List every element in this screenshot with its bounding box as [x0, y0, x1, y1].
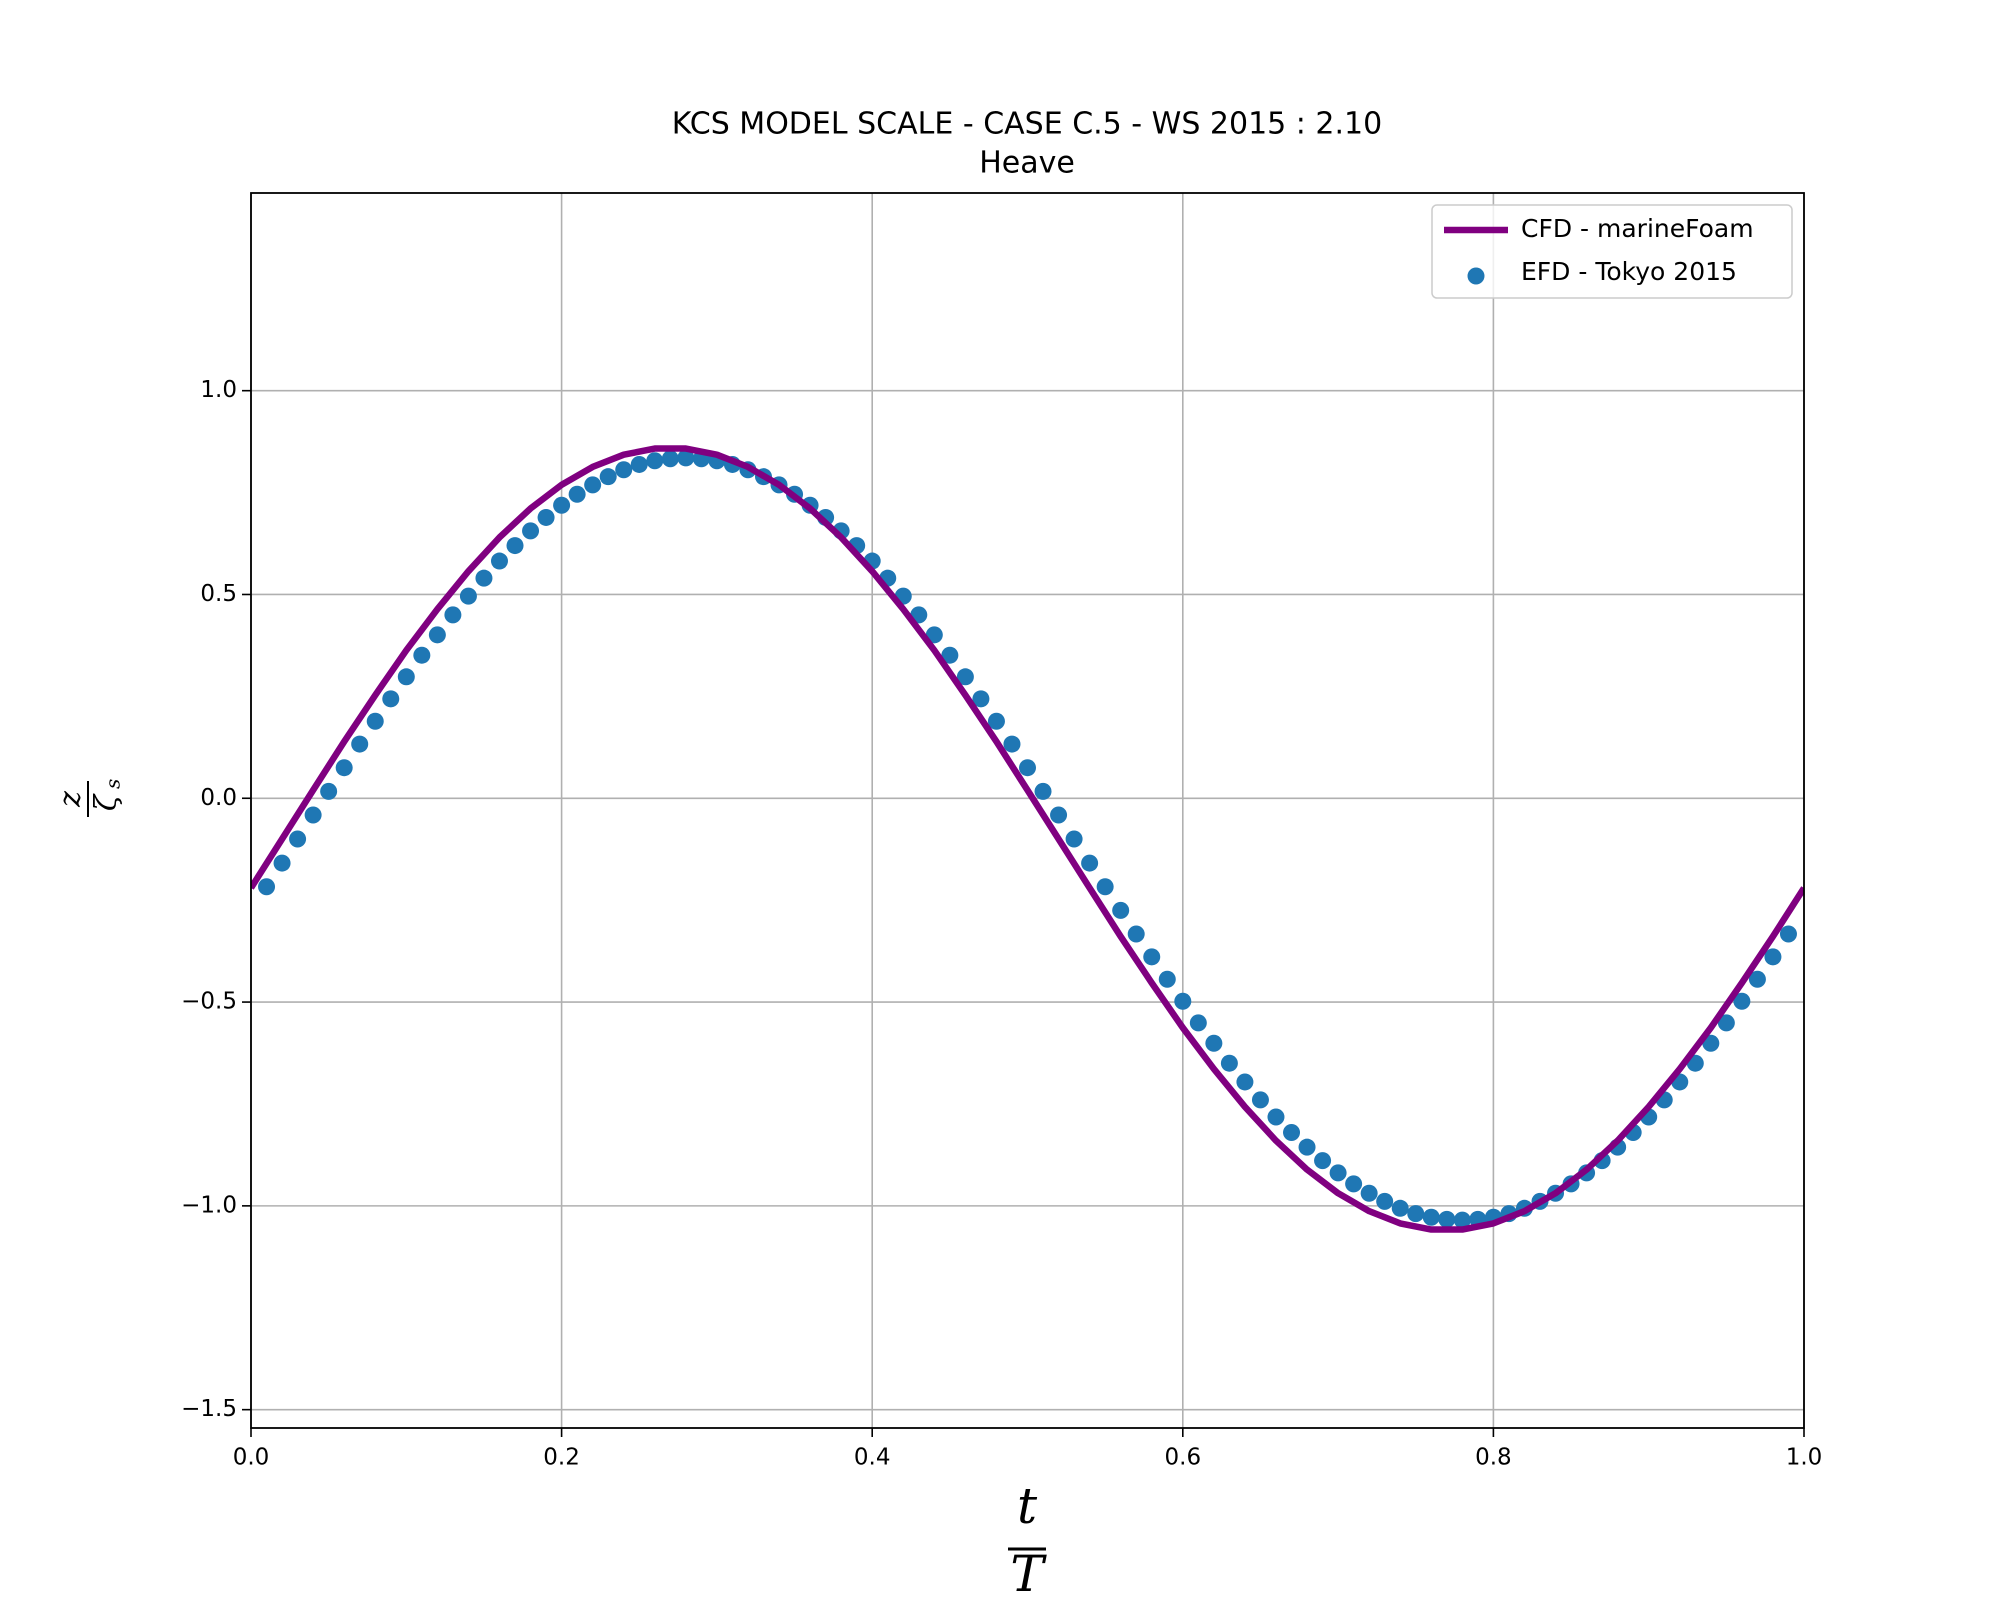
efd-point — [1174, 992, 1192, 1010]
efd-point — [273, 854, 291, 872]
efd-point — [397, 668, 415, 686]
efd-point — [382, 690, 400, 708]
x-label-numerator: t — [1017, 1477, 1038, 1535]
efd-point — [1453, 1211, 1471, 1229]
efd-point — [537, 508, 555, 526]
efd-point — [1391, 1199, 1409, 1217]
y-tick-label: 0.0 — [200, 785, 237, 811]
efd-point — [1205, 1034, 1223, 1052]
efd-point — [1081, 854, 1099, 872]
efd-point — [289, 830, 307, 848]
y-label-denominator: ζ — [89, 793, 124, 811]
efd-point — [320, 782, 338, 800]
chart-title: KCS MODEL SCALE - CASE C.5 - WS 2015 : 2… — [672, 107, 1382, 142]
efd-point — [1112, 901, 1130, 919]
efd-point — [1003, 735, 1021, 753]
x-tick-label: 0.0 — [233, 1445, 270, 1471]
efd-point — [1158, 970, 1176, 988]
efd-point — [1748, 970, 1766, 988]
y-tick-label: 0.5 — [200, 581, 237, 607]
efd-point — [615, 461, 633, 479]
efd-point — [1127, 925, 1145, 943]
efd-point — [1314, 1152, 1332, 1170]
efd-point — [335, 759, 353, 777]
efd-point — [987, 712, 1005, 730]
efd-point — [941, 646, 959, 664]
y-axis-label: z ζ s — [53, 779, 125, 817]
efd-point — [677, 449, 695, 467]
y-tick-label: −1.5 — [181, 1396, 237, 1422]
efd-point — [444, 606, 462, 624]
efd-point — [522, 522, 540, 540]
efd-point — [1717, 1014, 1735, 1032]
x-tick-label: 1.0 — [1786, 1445, 1823, 1471]
x-tick-label: 0.4 — [854, 1445, 891, 1471]
efd-point — [459, 587, 477, 605]
efd-point — [1065, 830, 1083, 848]
efd-point — [351, 735, 369, 753]
efd-point — [1345, 1175, 1363, 1193]
efd-point — [1034, 782, 1052, 800]
chart-subtitle: Heave — [979, 146, 1075, 181]
efd-point — [1220, 1054, 1238, 1072]
efd-point — [630, 455, 648, 473]
efd-point — [925, 626, 943, 644]
x-tick-label: 0.8 — [1475, 1445, 1512, 1471]
efd-point — [1298, 1138, 1316, 1156]
y-tick-label: −0.5 — [181, 989, 237, 1015]
efd-point — [1733, 992, 1751, 1010]
efd-point — [1143, 948, 1161, 966]
efd-point — [646, 452, 664, 470]
efd-point — [1267, 1108, 1285, 1126]
efd-point — [1702, 1034, 1720, 1052]
x-tick-label: 0.6 — [1165, 1445, 1202, 1471]
efd-point — [584, 476, 602, 494]
plot-area — [251, 445, 1804, 1233]
efd-point — [475, 569, 493, 587]
efd-point — [568, 485, 586, 503]
efd-point — [1050, 806, 1068, 824]
x-axis-label: t T — [1008, 1477, 1047, 1600]
efd-point — [413, 646, 431, 664]
efd-point — [1764, 948, 1782, 966]
efd-point — [1360, 1184, 1378, 1202]
legend-dot — [1467, 267, 1485, 285]
efd-point — [599, 468, 617, 486]
efd-point — [1019, 759, 1036, 777]
efd-point — [1438, 1210, 1456, 1228]
efd-point — [1422, 1208, 1440, 1226]
y-tick-label: 1.0 — [200, 377, 237, 403]
x-tick-label: 0.2 — [543, 1445, 580, 1471]
efd-point — [1779, 925, 1797, 943]
efd-point — [1407, 1205, 1425, 1223]
legend-label: EFD - Tokyo 2015 — [1521, 257, 1737, 286]
efd-point — [366, 712, 384, 730]
legend-label: CFD - marineFoam — [1521, 214, 1754, 243]
efd-point — [1329, 1164, 1347, 1182]
efd-point — [1251, 1091, 1269, 1109]
axes-frame — [250, 192, 1805, 1429]
efd-point — [1096, 878, 1114, 896]
efd-point — [490, 552, 508, 570]
y-label-numerator: z — [53, 791, 88, 808]
efd-point — [553, 496, 571, 514]
efd-point — [1236, 1073, 1254, 1091]
efd-point — [304, 806, 322, 824]
efd-point — [956, 668, 974, 686]
y-label-subscript: s — [101, 779, 125, 789]
x-label-denominator: T — [1010, 1545, 1047, 1600]
efd-point — [1189, 1014, 1207, 1032]
cfd-line — [251, 445, 1804, 1233]
efd-point — [506, 537, 524, 555]
legend-box — [1431, 204, 1793, 299]
legend: CFD - marineFoam EFD - Tokyo 2015 — [1431, 204, 1793, 299]
efd-point — [1376, 1192, 1394, 1210]
efd-point — [972, 690, 990, 708]
efd-point — [428, 626, 446, 644]
y-tick-label: −1.0 — [181, 1192, 237, 1218]
efd-point — [258, 878, 276, 896]
efd-point — [1283, 1123, 1301, 1141]
efd-point — [661, 450, 679, 468]
